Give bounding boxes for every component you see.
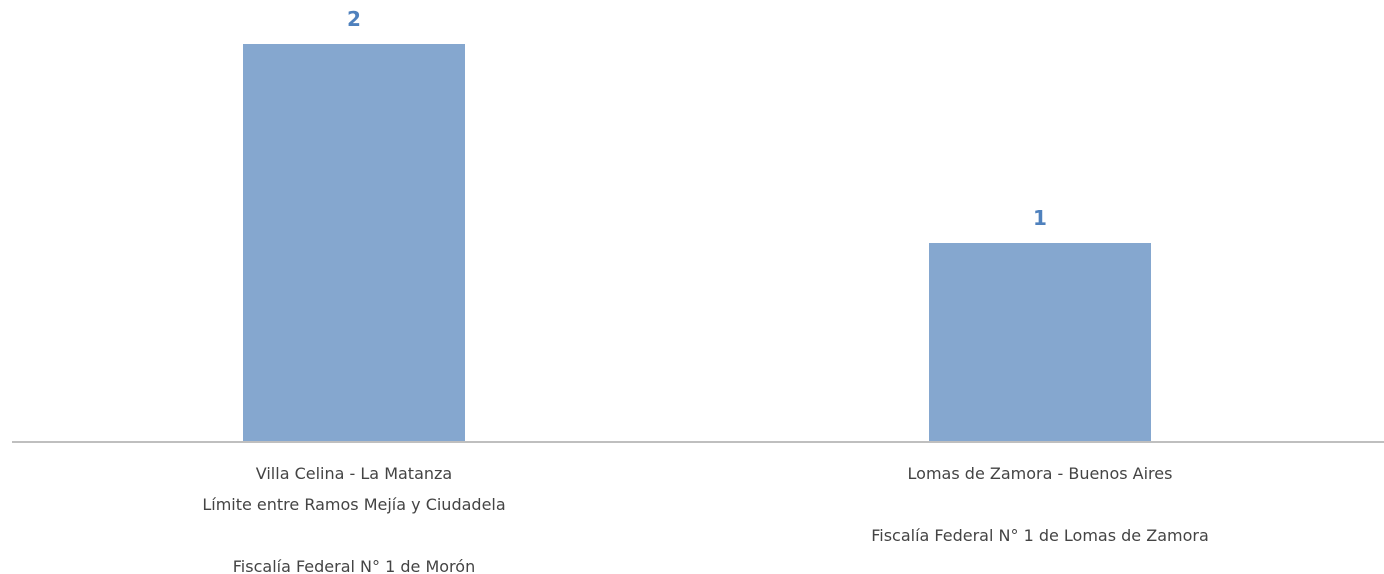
category-label-line: Villa Celina - La Matanza — [256, 464, 452, 483]
data-label-1: 2 — [347, 7, 361, 31]
category-label-1: Villa Celina - La Matanza Límite entre Ra… — [202, 464, 505, 574]
value-labels-group: 21 — [347, 7, 1047, 230]
category-label-line: Fiscalía Federal N° 1 de Lomas de Zamora — [871, 526, 1209, 545]
bar-1 — [243, 44, 465, 442]
category-label-line: Límite entre Ramos Mejía y Ciudadela — [202, 495, 505, 514]
category-label-line: Fiscalía Federal N° 1 de Morón — [233, 557, 475, 574]
bars-group — [243, 44, 1151, 442]
category-label-2: Lomas de Zamora - Buenos Aires Fiscalía F… — [871, 464, 1209, 545]
bar-2 — [929, 243, 1151, 442]
data-label-2: 1 — [1033, 206, 1047, 230]
category-label-line: Lomas de Zamora - Buenos Aires — [908, 464, 1173, 483]
category-labels-group: Villa Celina - La Matanza Límite entre Ra… — [202, 464, 1208, 574]
